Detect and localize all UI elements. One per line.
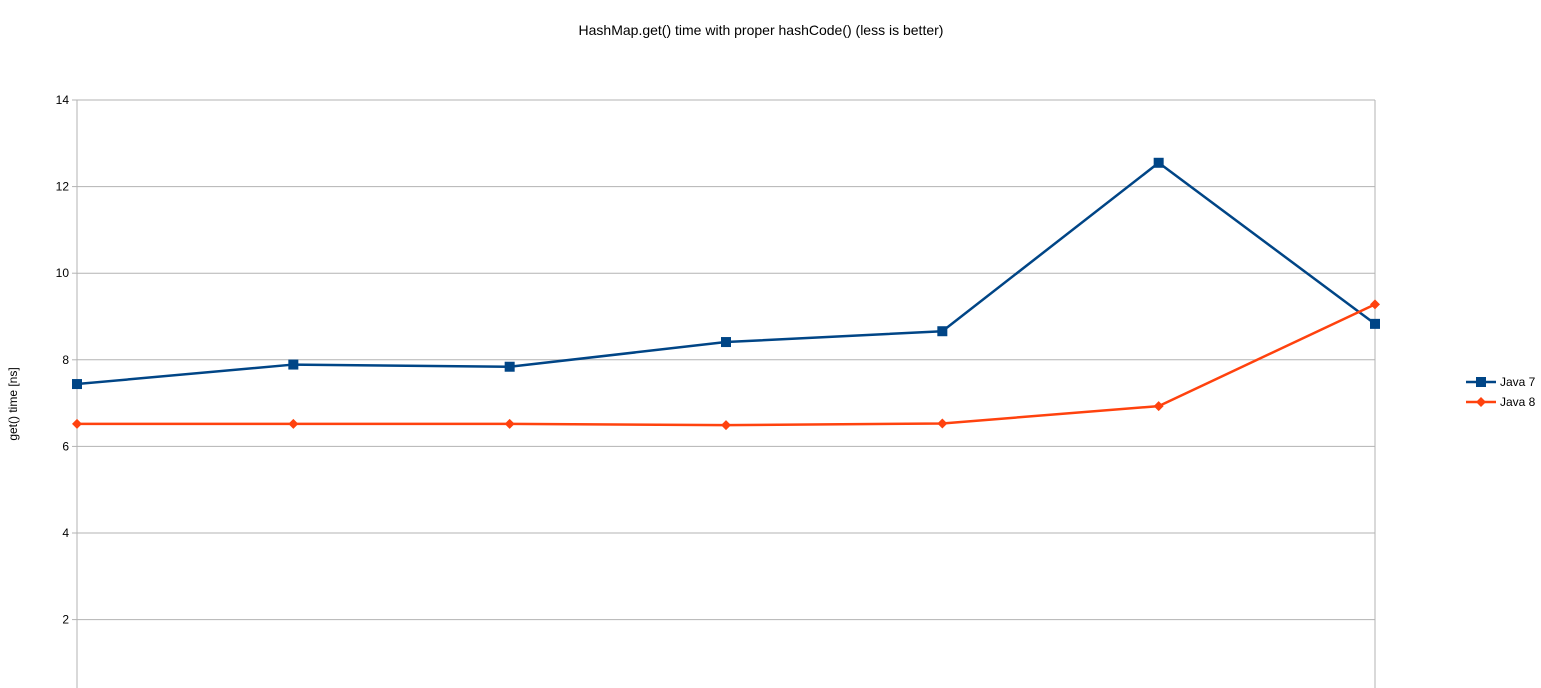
data-point-java-7-4 xyxy=(721,337,731,348)
legend-marker-java-7 xyxy=(1476,377,1486,387)
y-tick-label-10: 10 xyxy=(56,266,70,280)
data-point-java-7-5 xyxy=(937,326,948,337)
legend: Java 7 Java 8 xyxy=(1466,375,1536,409)
y-tick-label-6: 6 xyxy=(62,439,69,453)
y-axis-title: get() time [ns] xyxy=(6,367,20,440)
data-point-java-7-3 xyxy=(504,361,515,372)
data-point-java-8-6 xyxy=(1153,401,1164,412)
legend-label-java-7: Java 7 xyxy=(1500,375,1536,389)
series-java-8 xyxy=(72,299,1380,431)
data-point-java-7-1 xyxy=(72,379,82,390)
y-tick-label-14: 14 xyxy=(56,93,70,107)
data-point-java-8-7 xyxy=(1370,299,1380,310)
chart-title: HashMap.get() time with proper hashCode(… xyxy=(579,22,944,38)
series-line-java-8 xyxy=(77,303,1376,427)
y-tick-label-8: 8 xyxy=(62,353,69,367)
series xyxy=(72,157,1380,431)
data-point-java-7-7 xyxy=(1370,318,1380,329)
data-point-java-8-1 xyxy=(72,418,82,429)
y-tick-label-2: 2 xyxy=(62,613,69,627)
data-point-java-7-2 xyxy=(288,359,299,370)
data-point-java-8-4 xyxy=(721,420,731,431)
axes: 2 4 6 8 10 12 14 xyxy=(56,93,1376,688)
data-point-java-8-5 xyxy=(937,418,948,429)
y-tick-label-4: 4 xyxy=(62,526,69,540)
data-point-java-8-2 xyxy=(288,418,299,429)
data-point-java-8-3 xyxy=(504,418,515,429)
legend-label-java-8: Java 8 xyxy=(1500,395,1536,409)
series-java-7 xyxy=(72,157,1380,390)
y-tick-label-12: 12 xyxy=(56,180,70,194)
data-point-java-7-6 xyxy=(1153,157,1164,168)
legend-marker-java-8 xyxy=(1476,397,1486,407)
